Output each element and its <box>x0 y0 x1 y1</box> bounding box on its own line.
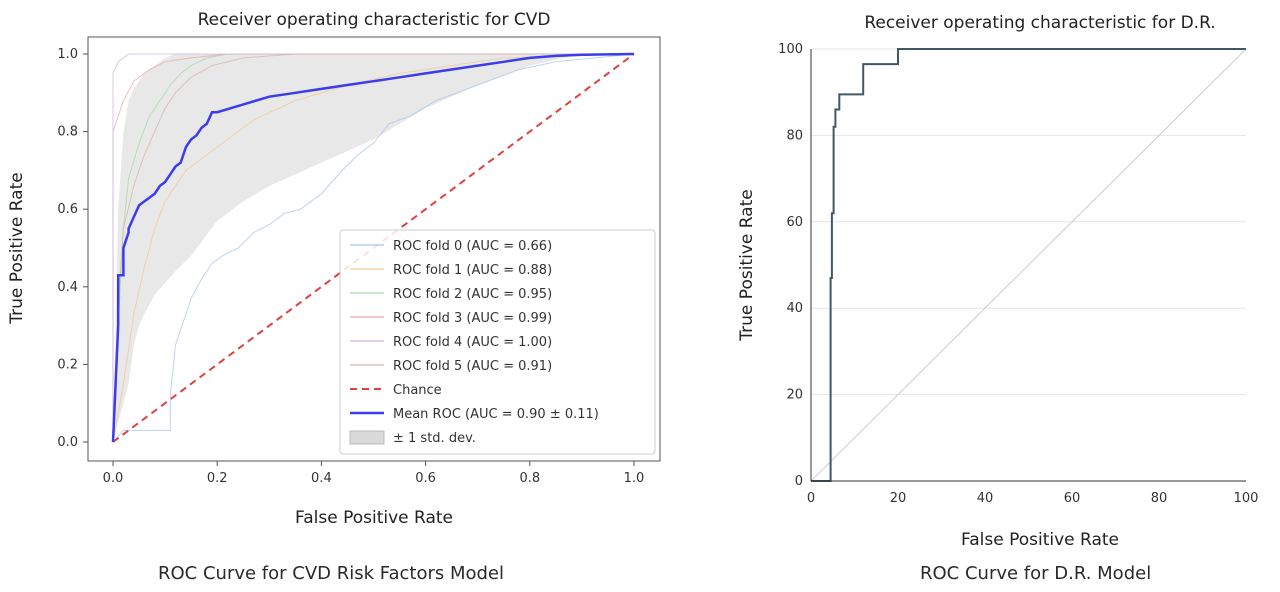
roc-fold-1-line <box>112 53 635 443</box>
x-tick-label: 0.0 <box>103 471 124 486</box>
x-tick-label: 20 <box>890 491 907 506</box>
legend-label: ROC fold 3 (AUC = 0.99) <box>393 311 552 326</box>
x-tick-label: 0.2 <box>207 471 228 486</box>
dr-roc-chart: Receiver operating characteristic for D.… <box>737 13 1258 550</box>
x-tick-label: 40 <box>977 491 994 506</box>
cvd-y-ticks: 0.0 0.2 0.4 0.6 0.8 1.0 <box>57 47 88 450</box>
legend-label: ROC fold 5 (AUC = 0.91) <box>393 359 552 374</box>
legend-label: ROC fold 4 (AUC = 1.00) <box>393 335 552 350</box>
cvd-roc-chart: Receiver operating characteristic for CV… <box>7 10 661 528</box>
dr-chart-title: Receiver operating characteristic for D.… <box>864 13 1215 33</box>
x-tick-label: 0.8 <box>519 471 540 486</box>
cvd-legend: ROC fold 0 (AUC = 0.66) ROC fold 1 (AUC =… <box>339 229 656 455</box>
cvd-legend-entries: ROC fold 0 (AUC = 0.66) ROC fold 1 (AUC =… <box>349 239 599 446</box>
dr-x-axis-label: False Positive Rate <box>961 530 1119 550</box>
dr-y-axis-label: True Positive Rate <box>737 189 757 341</box>
caption-right: ROC Curve for D.R. Model <box>920 563 1152 584</box>
cvd-x-axis-label: False Positive Rate <box>295 508 453 528</box>
x-tick-label: 0 <box>807 491 815 506</box>
y-tick-label: 20 <box>786 388 803 403</box>
cvd-chart-title: Receiver operating characteristic for CV… <box>198 10 551 30</box>
legend-swatch <box>349 430 385 445</box>
cvd-legend-box <box>339 229 656 455</box>
legend-label: Chance <box>393 383 442 398</box>
legend-label: ROC fold 0 (AUC = 0.66) <box>393 239 552 254</box>
roc-fold-3-line <box>112 53 634 442</box>
y-tick-label: 0.2 <box>57 357 78 372</box>
y-tick-label: 100 <box>778 42 803 57</box>
legend-label: ROC fold 2 (AUC = 0.95) <box>393 287 552 302</box>
x-tick-label: 60 <box>1064 491 1081 506</box>
y-tick-label: 1.0 <box>57 47 78 62</box>
y-tick-label: 80 <box>786 128 803 143</box>
cvd-y-axis-label: True Positive Rate <box>7 172 27 324</box>
y-tick-label: 0.4 <box>57 280 78 295</box>
dr-y-ticks: 0 20 40 60 80 100 <box>778 42 803 489</box>
x-tick-label: 80 <box>1151 491 1168 506</box>
x-tick-label: 1.0 <box>624 471 645 486</box>
dr-grid <box>811 48 1246 396</box>
y-tick-label: 40 <box>786 301 803 316</box>
dr-roc-line <box>811 48 1246 482</box>
legend-label: Mean ROC (AUC = 0.90 ± 0.11) <box>393 407 599 422</box>
y-tick-label: 0.6 <box>57 202 78 217</box>
roc-fold-4-line <box>112 53 634 442</box>
caption-left: ROC Curve for CVD Risk Factors Model <box>158 563 504 584</box>
roc-fold-0-line <box>112 53 635 443</box>
cvd-std-band-layer <box>113 54 634 442</box>
x-tick-label: 0.6 <box>415 471 436 486</box>
y-tick-label: 0.8 <box>57 125 78 140</box>
y-tick-label: 0.0 <box>57 435 78 450</box>
mean-roc-line <box>111 52 635 443</box>
legend-label: ROC fold 1 (AUC = 0.88) <box>393 263 552 278</box>
std-dev-band <box>113 54 634 442</box>
dr-x-ticks: 0 20 40 60 80 100 <box>807 491 1259 506</box>
dr-diagonal-line <box>810 48 1247 482</box>
legend-label: ± 1 std. dev. <box>393 431 476 446</box>
x-tick-label: 100 <box>1234 491 1259 506</box>
x-tick-label: 0.4 <box>311 471 332 486</box>
y-tick-label: 60 <box>786 215 803 230</box>
roc-fold-5-line <box>112 53 634 443</box>
y-tick-label: 0 <box>795 474 803 489</box>
dr-series-layer <box>810 48 1247 482</box>
cvd-x-ticks: 0.0 0.2 0.4 0.6 0.8 1.0 <box>103 461 645 486</box>
